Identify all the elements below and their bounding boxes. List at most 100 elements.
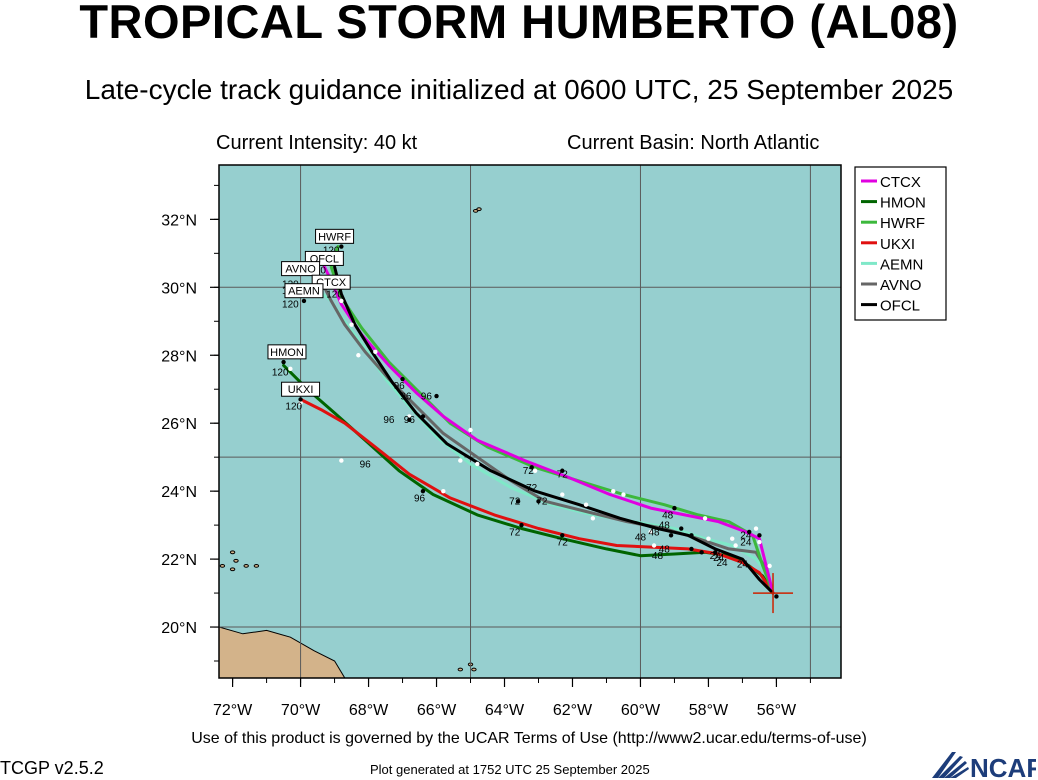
forecast-point-black (747, 529, 752, 535)
lat-tick-label: 26°N (161, 416, 197, 433)
forecast-point-white (757, 539, 762, 545)
island (219, 563, 226, 568)
forecast-hour-label: 96 (414, 493, 426, 504)
forecast-point-white (583, 502, 589, 507)
forecast-hour-label: 72 (557, 538, 569, 549)
forecast-hour-label: 24 (713, 553, 725, 564)
island (229, 567, 236, 572)
forecast-hour-label: 24 (740, 538, 752, 549)
forecast-hour-label: 48 (648, 527, 660, 538)
legend-label-ukxi: UKXI (880, 236, 915, 253)
forecast-hour-label: 48 (635, 532, 647, 543)
forecast-point-white (621, 492, 626, 497)
forecast-point-white (298, 400, 303, 406)
forecast-point-white (468, 427, 473, 433)
forecast-point-black (774, 594, 779, 599)
forecast-point-black (519, 522, 524, 528)
forecast-point-black (400, 376, 405, 382)
track-aemn (312, 285, 775, 595)
forecast-point-black (536, 499, 541, 504)
forecast-point-black (515, 499, 521, 504)
forecast-point-white (349, 322, 354, 327)
track-avno (319, 279, 775, 595)
forecast-point-white (407, 414, 412, 419)
forecast-hour-label: 48 (659, 544, 671, 555)
forecast-hour-label: 120 (282, 300, 299, 311)
forecast-hour-label: 96 (394, 381, 406, 392)
forecast-point-white (611, 488, 616, 494)
forecast-point-black (420, 414, 426, 419)
forecast-point-black (560, 468, 565, 473)
forecast-point-black (434, 393, 439, 399)
forecast-point-black (301, 298, 307, 304)
lat-tick-label: 20°N (161, 620, 197, 637)
land-polygon (219, 626, 346, 678)
page-title: TROPICAL STORM HUMBERTO (AL08) (79, 0, 959, 48)
forecast-hour-label: 72 (557, 470, 569, 481)
model-label-text: AVNO (285, 264, 316, 276)
forecast-point-white (590, 516, 596, 521)
forecast-point-white (532, 468, 538, 473)
forecast-hour-label: 72 (536, 497, 548, 508)
forecast-point-white (373, 349, 378, 355)
lon-tick-label: 64°W (485, 702, 525, 719)
forecast-hour-label: 72 (509, 497, 521, 508)
forecast-point-white (288, 366, 293, 372)
lon-tick-label: 62°W (553, 702, 593, 719)
forecast-point-white (730, 536, 735, 541)
island (472, 208, 479, 213)
model-label-text: HMON (270, 347, 304, 359)
forecast-point-black (407, 417, 412, 423)
legend-label-ctcx: CTCX (880, 174, 921, 191)
forecast-hour-label: 48 (659, 521, 671, 532)
version-label: TCGP v2.5.2 (0, 758, 104, 778)
forecast-point-black (689, 533, 694, 538)
island (253, 563, 260, 568)
legend-label-aemn: AEMN (880, 256, 923, 273)
lon-tick-label: 60°W (621, 702, 661, 719)
legend-label-hwrf: HWRF (880, 215, 925, 232)
generated-timestamp: Plot generated at 1752 UTC 25 September … (370, 762, 650, 777)
lat-tick-label: 32°N (161, 212, 197, 229)
model-label-text: UKXI (288, 384, 314, 396)
forecast-point-black (679, 526, 684, 531)
current-position-marker (753, 573, 794, 614)
lon-tick-label: 66°W (417, 702, 457, 719)
model-label-text: AEMN (288, 286, 320, 298)
forecast-point-white (706, 536, 711, 541)
forecast-point-white (753, 526, 759, 531)
lon-tick-label: 58°W (689, 702, 729, 719)
forecast-point-black (529, 465, 534, 470)
forecast-point-white (702, 516, 708, 521)
legend-label-avno: AVNO (880, 277, 921, 294)
island (457, 667, 464, 672)
forecast-hour-label: 48 (662, 510, 674, 521)
model-label-text: HWRF (318, 231, 351, 243)
forecast-hour-label: 120 (285, 402, 302, 413)
forecast-hour-label: 120 (272, 368, 289, 379)
model-label-text: CTCX (316, 277, 347, 289)
forecast-point-white (458, 458, 463, 463)
island (233, 558, 239, 563)
model-label-box (281, 381, 321, 397)
lon-tick-label: 56°W (757, 702, 797, 719)
model-label-box (281, 261, 321, 277)
lat-tick-label: 28°N (161, 348, 197, 365)
current-intensity: Current Intensity: 40 kt (216, 132, 418, 154)
forecast-point-white (339, 298, 344, 304)
lon-tick-label: 70°W (281, 702, 321, 719)
forecast-hour-label: 96 (383, 415, 395, 426)
forecast-point-black (689, 546, 694, 552)
forecast-point-white (339, 458, 344, 463)
model-label-box (284, 283, 324, 299)
ncar-logo: NCAR (932, 752, 1036, 780)
forecast-point-black (420, 488, 426, 494)
legend-label-ofcl: OFCL (880, 298, 920, 315)
forecast-hour-label: 24 (737, 560, 749, 571)
legend: CTCX HMON HWRF UKXI AEMN AVNO OFCL (854, 166, 947, 321)
lon-tick-label: 72°W (213, 702, 253, 719)
forecast-hour-label: 72 (523, 466, 535, 477)
lat-tick-label: 30°N (161, 280, 197, 297)
